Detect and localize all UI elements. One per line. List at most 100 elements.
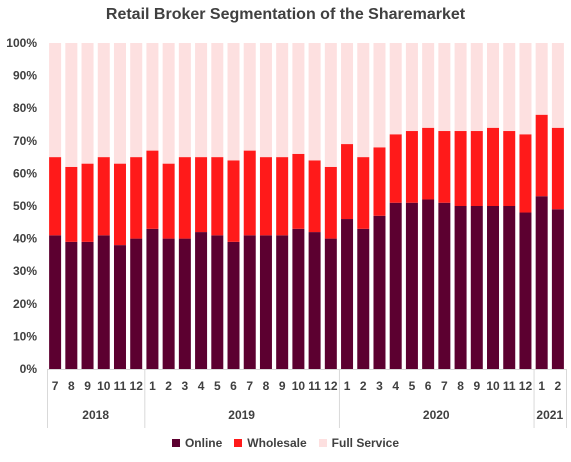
bar-full-service — [487, 43, 500, 128]
bar-wholesale — [195, 157, 208, 233]
x-month-label: 11 — [503, 379, 516, 393]
bar-full-service — [130, 43, 143, 158]
y-tick-label: 10% — [13, 329, 37, 343]
y-tick-label: 80% — [13, 101, 37, 115]
x-month-label: 7 — [441, 379, 448, 393]
x-year-label: 2019 — [228, 408, 255, 422]
bar-wholesale — [162, 163, 175, 239]
bar-online — [551, 209, 564, 369]
bar-online — [227, 241, 240, 369]
bar-full-service — [259, 43, 272, 158]
bar-wholesale — [211, 157, 224, 236]
bar-full-service — [65, 43, 78, 167]
legend-item: Full Service — [318, 436, 400, 450]
x-month-label: 12 — [324, 379, 338, 393]
bar-online — [211, 235, 224, 369]
legend-swatch — [234, 439, 243, 447]
bar-online — [162, 238, 175, 369]
x-month-label: 10 — [97, 379, 111, 393]
bar-online — [308, 232, 321, 369]
bar-wholesale — [503, 131, 516, 206]
x-month-label: 3 — [182, 379, 189, 393]
bar-full-service — [49, 43, 62, 158]
x-month-label: 1 — [344, 379, 351, 393]
x-month-label: 12 — [130, 379, 144, 393]
bar-online — [195, 232, 208, 369]
bar-full-service — [357, 43, 370, 158]
bar-wholesale — [113, 163, 126, 246]
x-month-label: 6 — [230, 379, 237, 393]
legend-swatch — [171, 439, 180, 447]
bar-online — [65, 241, 78, 369]
y-tick-label: 40% — [13, 232, 37, 246]
legend-item: Wholesale — [234, 436, 307, 450]
bar-online — [519, 212, 532, 369]
bar-wholesale — [519, 134, 532, 213]
bar-online — [130, 238, 143, 369]
bar-full-service — [503, 43, 516, 132]
y-tick-label: 30% — [13, 264, 37, 278]
legend-label: Wholesale — [247, 436, 307, 450]
bar-full-service — [519, 43, 532, 135]
bar-online — [292, 228, 305, 369]
x-month-label: 5 — [409, 379, 416, 393]
bar-online — [243, 235, 256, 369]
x-month-label: 9 — [84, 379, 91, 393]
x-month-label: 11 — [114, 379, 127, 393]
bar-wholesale — [389, 134, 402, 203]
bar-full-service — [276, 43, 289, 158]
bar-full-service — [535, 43, 548, 115]
x-month-label: 1 — [149, 379, 156, 393]
bar-wholesale — [535, 114, 548, 197]
bar-full-service — [551, 43, 564, 128]
bar-online — [178, 238, 191, 369]
bar-online — [324, 238, 337, 369]
bar-online — [81, 241, 94, 369]
legend: Online Wholesale Full Service — [0, 436, 571, 450]
bar-full-service — [227, 43, 240, 161]
bar-wholesale — [146, 150, 159, 229]
bar-wholesale — [454, 131, 467, 206]
bar-online — [503, 206, 516, 369]
bar-full-service — [162, 43, 175, 164]
x-month-label: 5 — [214, 379, 221, 393]
x-month-label: 6 — [425, 379, 432, 393]
legend-swatch — [318, 439, 327, 447]
bar-online — [146, 228, 159, 369]
x-month-label: 7 — [52, 379, 59, 393]
bar-full-service — [389, 43, 402, 135]
bar-wholesale — [49, 157, 62, 236]
y-tick-label: 20% — [13, 297, 37, 311]
bar-online — [276, 235, 289, 369]
legend-label: Full Service — [331, 436, 400, 450]
bar-wholesale — [373, 147, 386, 216]
bar-wholesale — [308, 160, 321, 233]
bar-full-service — [438, 43, 451, 132]
x-year-label: 2021 — [536, 408, 563, 422]
bar-wholesale — [357, 157, 370, 229]
x-month-label: 8 — [263, 379, 270, 393]
x-month-label: 9 — [279, 379, 286, 393]
bar-wholesale — [130, 157, 143, 239]
bar-wholesale — [551, 127, 564, 210]
bar-wholesale — [292, 153, 305, 229]
y-tick-label: 90% — [13, 69, 37, 83]
x-month-label: 2 — [555, 379, 562, 393]
bar-wholesale — [438, 131, 451, 203]
bar-online — [373, 215, 386, 369]
bar-online — [470, 206, 483, 369]
bar-full-service — [308, 43, 321, 161]
bar-online — [357, 228, 370, 369]
x-month-label: 1 — [538, 379, 545, 393]
bar-wholesale — [65, 166, 78, 242]
bar-online — [487, 206, 500, 369]
bar-full-service — [97, 43, 110, 158]
bar-full-service — [292, 43, 305, 154]
bar-wholesale — [178, 157, 191, 239]
bar-full-service — [243, 43, 256, 151]
x-month-label: 11 — [308, 379, 321, 393]
x-month-label: 4 — [198, 379, 205, 393]
y-tick-label: 100% — [6, 36, 37, 50]
